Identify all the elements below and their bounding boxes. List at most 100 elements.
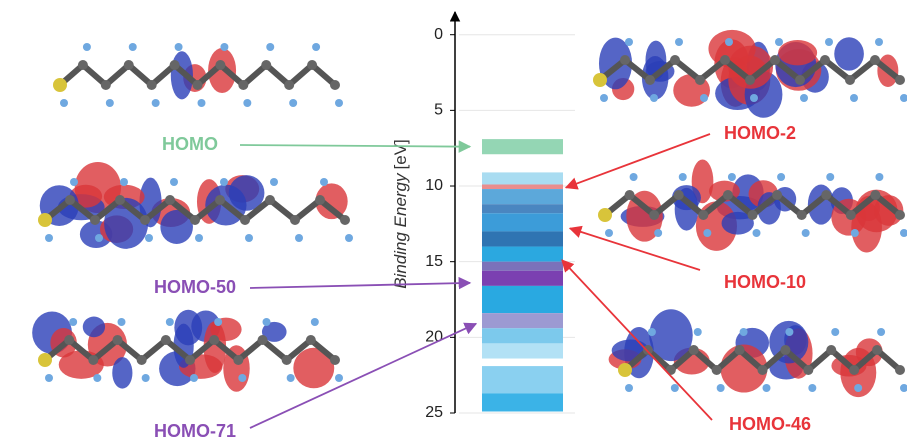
atom (193, 80, 203, 90)
hydrogen (287, 374, 295, 382)
energy-band (482, 313, 563, 328)
hydrogen (311, 318, 319, 326)
atom (845, 75, 855, 85)
sulfur (598, 208, 612, 222)
annotation-label: HOMO-2 (724, 123, 796, 143)
atom (670, 55, 680, 65)
hydrogen (900, 229, 907, 237)
hydrogen (120, 178, 128, 186)
hydrogen (775, 38, 783, 46)
hydrogen (60, 99, 68, 107)
hydrogen (220, 178, 228, 186)
hydrogen (45, 374, 53, 382)
atom (735, 345, 745, 355)
sulfur (593, 73, 607, 87)
energy-band (482, 286, 563, 313)
atom (170, 60, 180, 70)
atom (649, 210, 659, 220)
atom (895, 75, 905, 85)
atom (745, 75, 755, 85)
hydrogen (750, 94, 758, 102)
hydrogen (263, 318, 271, 326)
atom (795, 75, 805, 85)
annotation-label: HOMO-50 (154, 277, 236, 297)
hydrogen (266, 43, 274, 51)
hydrogen (195, 234, 203, 242)
figure: Binding Energy[eV] 0510152025HOMOHOMO-2H… (0, 0, 907, 441)
energy-band (482, 262, 563, 271)
hydrogen (717, 384, 725, 392)
hydrogen (740, 328, 748, 336)
annotation-label: HOMO-71 (154, 421, 236, 441)
hydrogen (289, 99, 297, 107)
atom (209, 335, 219, 345)
energy-band (482, 189, 563, 204)
y-unit: [eV] (391, 139, 410, 169)
orbital-lobe (112, 357, 132, 389)
hydrogen (875, 173, 883, 181)
atom (124, 60, 134, 70)
atom (282, 355, 292, 365)
hydrogen (45, 234, 53, 242)
energy-band (482, 139, 563, 154)
sulfur (38, 213, 52, 227)
hydrogen (785, 328, 793, 336)
atom (846, 210, 856, 220)
atom (190, 215, 200, 225)
y-tick-label: 15 (425, 253, 443, 270)
atom (826, 345, 836, 355)
atom (113, 335, 123, 345)
sulfur (38, 353, 52, 367)
hydrogen (679, 173, 687, 181)
atom (695, 75, 705, 85)
hydrogen (800, 94, 808, 102)
atom (895, 210, 905, 220)
y-axis-label: Binding Energy[eV] (391, 139, 410, 289)
energy-band (482, 213, 563, 231)
hydrogen (654, 229, 662, 237)
atom (88, 355, 98, 365)
annotation-arrow (240, 145, 470, 147)
atom (770, 55, 780, 65)
energy-band (482, 185, 563, 190)
atom (674, 190, 684, 200)
hydrogen (175, 43, 183, 51)
atom (64, 335, 74, 345)
atom (712, 365, 722, 375)
sulfur (618, 363, 632, 377)
y-tick-label: 10 (425, 177, 443, 194)
molecules (32, 30, 907, 397)
atom (821, 190, 831, 200)
hydrogen (214, 318, 222, 326)
atom (137, 355, 147, 365)
hydrogen (725, 38, 733, 46)
atom (185, 355, 195, 365)
atom (620, 55, 630, 65)
hydrogen (625, 384, 633, 392)
atom (147, 80, 157, 90)
hydrogen (93, 374, 101, 382)
hydrogen (854, 384, 862, 392)
atom (849, 365, 859, 375)
hydrogen (95, 234, 103, 242)
hydrogen (694, 328, 702, 336)
atom (306, 335, 316, 345)
annotation-label: HOMO-46 (729, 414, 811, 434)
hydrogen (190, 374, 198, 382)
hydrogen (118, 318, 126, 326)
energy-band (482, 204, 563, 213)
atom (233, 355, 243, 365)
atom (215, 195, 225, 205)
atom (689, 345, 699, 355)
atom (803, 365, 813, 375)
hydrogen (777, 173, 785, 181)
energy-band (482, 343, 563, 358)
hydrogen (703, 229, 711, 237)
hydrogen (700, 94, 708, 102)
orbital-lobe (834, 37, 864, 70)
hydrogen (145, 234, 153, 242)
hydrogen (106, 99, 114, 107)
atom (872, 345, 882, 355)
hydrogen (170, 178, 178, 186)
atom (780, 345, 790, 355)
